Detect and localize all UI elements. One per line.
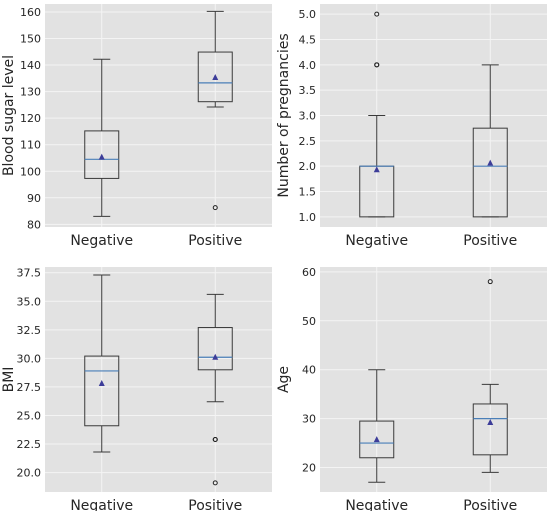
iqr-box: [84, 355, 120, 427]
y-tick-label: 32.5: [17, 324, 42, 337]
y-axis-label: Age: [276, 366, 292, 393]
y-tick-label: 60: [302, 266, 316, 279]
boxplot-positive: [197, 10, 233, 211]
panel-pregnancies: 1.0 1.5 2.0 2.5 3.0 3.5 4.0 4.5 5.0 Negative Posit…: [276, 4, 547, 249]
iqr-box: [359, 420, 395, 459]
y-tick-label: 2.5: [299, 135, 317, 148]
y-axis-label: Blood sugar level: [1, 55, 17, 176]
mean-marker: [373, 166, 380, 173]
y-tick-label: 50: [302, 315, 316, 328]
mean-marker: [487, 159, 494, 166]
boxplot-negative: [84, 58, 120, 217]
x-tick-label: Positive: [463, 233, 517, 249]
boxplot-positive: [472, 279, 508, 473]
iqr-box: [197, 51, 233, 103]
y-tick-label: 1.5: [299, 186, 317, 199]
mean-marker: [373, 436, 380, 443]
outlier-point: [374, 11, 380, 17]
y-tick-label: 5.0: [299, 8, 317, 21]
y-tick-label: 100: [20, 165, 41, 178]
y-tick-label: 2.0: [299, 160, 317, 173]
y-tick-label: 3.5: [299, 84, 317, 97]
y-tick-label: 80: [27, 218, 41, 231]
boxplot-negative: [359, 11, 395, 218]
y-tick-label: 40: [302, 364, 316, 377]
y-tick-label: 20.0: [17, 467, 42, 480]
iqr-box: [197, 327, 233, 371]
mean-marker: [98, 379, 105, 386]
iqr-box: [84, 130, 120, 179]
panel-blood-sugar: 80 90 100 110 120 130 140 150 160 Negative Positiv…: [1, 4, 272, 249]
y-tick-label: 35.0: [17, 295, 42, 308]
panel-age: 20 30 40 50 60 Negative Positive Age: [276, 266, 547, 511]
plot-background: [45, 4, 272, 227]
y-tick-label: 160: [20, 6, 41, 19]
iqr-box: [472, 403, 508, 456]
y-tick-label: 4.0: [299, 59, 317, 72]
y-axis-label: BMI: [1, 367, 17, 393]
y-axis-label: Number of pregnancies: [276, 33, 292, 197]
x-tick-label: Negative: [70, 233, 133, 249]
outlier-point: [212, 480, 218, 486]
plot-background: [320, 267, 547, 492]
y-tick-label: 110: [20, 139, 41, 152]
y-tick-label: 1.0: [299, 211, 317, 224]
plot-background: [45, 267, 272, 492]
y-tick-label: 37.5: [17, 267, 42, 280]
iqr-box: [472, 127, 508, 218]
outlier-point: [212, 205, 218, 211]
boxplot-negative: [84, 274, 120, 453]
y-tick-label: 120: [20, 112, 41, 125]
boxplot-positive: [472, 64, 508, 218]
x-tick-label: Negative: [345, 233, 408, 249]
y-tick-label: 4.5: [299, 33, 317, 46]
y-tick-label: 27.5: [17, 381, 42, 394]
y-tick-label: 140: [20, 59, 41, 72]
y-tick-label: 30.0: [17, 352, 42, 365]
y-tick-label: 30: [302, 413, 316, 426]
boxplot-negative: [359, 369, 395, 483]
x-tick-label: Negative: [70, 498, 133, 511]
y-tick-label: 150: [20, 33, 41, 46]
outlier-point: [487, 279, 493, 285]
outlier-point: [374, 62, 380, 68]
x-tick-label: Positive: [188, 233, 242, 249]
y-tick-label: 25.0: [17, 409, 42, 422]
y-tick-label: 90: [27, 192, 41, 205]
y-tick-label: 130: [20, 86, 41, 99]
mean-marker: [98, 153, 105, 160]
mean-marker: [212, 353, 219, 360]
outlier-point: [212, 436, 218, 442]
mean-marker: [487, 419, 494, 426]
panel-bmi: 20.0 22.5 25.0 27.5 30.0 32.5 35.0 37.5 Negative…: [1, 267, 272, 511]
y-tick-label: 3.0: [299, 110, 317, 123]
y-tick-label: 20: [302, 462, 316, 475]
x-tick-label: Positive: [188, 498, 242, 511]
y-tick-label: 22.5: [17, 438, 42, 451]
x-tick-label: Negative: [345, 498, 408, 511]
mean-marker: [212, 74, 219, 81]
boxplot-positive: [197, 293, 233, 486]
x-tick-label: Positive: [463, 498, 517, 511]
